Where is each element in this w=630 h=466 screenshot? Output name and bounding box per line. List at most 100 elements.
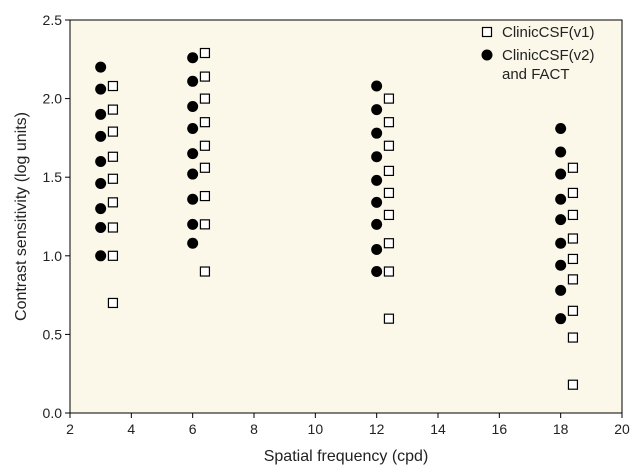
plot-area bbox=[70, 20, 622, 413]
data-point bbox=[383, 93, 395, 104]
data-point bbox=[199, 47, 211, 59]
legend-item: ClinicCSF(v2) and FACT bbox=[481, 47, 595, 83]
y-tick-label: 2.5 bbox=[43, 12, 63, 28]
y-axis: 0.0 0.5 1.0 1.5 2.0 2.5 bbox=[43, 12, 70, 421]
x-tick-label: 16 bbox=[492, 421, 508, 437]
data-point bbox=[187, 193, 199, 205]
data-point bbox=[107, 197, 119, 208]
data-point bbox=[383, 238, 395, 249]
data-point bbox=[567, 209, 579, 221]
data-point bbox=[199, 162, 211, 173]
data-point bbox=[107, 126, 119, 137]
data-point bbox=[107, 80, 119, 92]
data-point bbox=[555, 146, 567, 158]
x-axis: 2 4 6 8 10 12 14 16 18 20 bbox=[66, 413, 630, 437]
data-point bbox=[555, 237, 567, 249]
data-point bbox=[555, 214, 567, 226]
data-point bbox=[567, 187, 579, 199]
legend-label: and FACT bbox=[502, 66, 570, 83]
y-tick-label: 1.0 bbox=[43, 248, 63, 264]
data-point bbox=[187, 75, 199, 87]
x-tick-label: 2 bbox=[66, 421, 74, 437]
data-point bbox=[187, 168, 199, 180]
data-point bbox=[567, 233, 579, 244]
data-point bbox=[187, 52, 199, 64]
data-point bbox=[383, 187, 395, 199]
data-point bbox=[555, 313, 567, 325]
legend-label: ClinicCSF(v1) bbox=[502, 24, 595, 41]
data-point bbox=[95, 203, 107, 215]
legend-label: ClinicCSF(v2) bbox=[502, 47, 595, 64]
data-point bbox=[187, 148, 199, 160]
legend: ClinicCSF(v1) ClinicCSF(v2) and FACT bbox=[481, 24, 595, 83]
data-point bbox=[371, 196, 383, 208]
x-tick-label: 20 bbox=[614, 421, 630, 437]
data-point bbox=[95, 83, 107, 95]
data-point bbox=[567, 379, 579, 390]
data-point bbox=[199, 93, 211, 104]
data-point bbox=[187, 218, 199, 230]
x-tick-label: 10 bbox=[308, 421, 324, 437]
data-point bbox=[555, 259, 567, 271]
data-point bbox=[567, 305, 579, 316]
data-point bbox=[371, 266, 383, 278]
data-point bbox=[95, 130, 107, 142]
data-point bbox=[371, 218, 383, 230]
legend-marker bbox=[481, 49, 493, 61]
data-point bbox=[567, 332, 579, 343]
x-tick-label: 8 bbox=[250, 421, 258, 437]
data-point bbox=[199, 219, 211, 230]
x-tick-label: 4 bbox=[127, 421, 135, 437]
y-axis-title: Contrast sensitivity (log units) bbox=[13, 112, 30, 321]
data-point bbox=[187, 100, 199, 112]
data-point bbox=[371, 104, 383, 116]
legend-item: ClinicCSF(v1) bbox=[481, 24, 595, 41]
data-point bbox=[383, 266, 395, 277]
data-points bbox=[95, 47, 579, 390]
x-tick-label: 14 bbox=[430, 421, 446, 437]
data-point bbox=[187, 237, 199, 249]
data-point bbox=[383, 209, 395, 221]
data-point bbox=[107, 250, 119, 261]
series-1 bbox=[107, 47, 579, 390]
y-tick-label: 2.0 bbox=[43, 91, 63, 107]
data-point bbox=[555, 122, 567, 134]
data-point bbox=[107, 297, 119, 309]
data-point bbox=[107, 104, 119, 115]
data-point bbox=[95, 222, 107, 234]
data-point bbox=[555, 193, 567, 205]
y-tick-label: 0.0 bbox=[43, 405, 63, 421]
data-point bbox=[567, 274, 579, 285]
data-point bbox=[383, 313, 395, 324]
data-point bbox=[95, 155, 107, 167]
data-point bbox=[199, 266, 211, 277]
legend-marker bbox=[481, 26, 493, 38]
data-point bbox=[567, 253, 579, 265]
data-point bbox=[199, 117, 211, 128]
data-point bbox=[371, 151, 383, 163]
data-point bbox=[383, 165, 395, 177]
data-point bbox=[95, 177, 107, 189]
x-tick-label: 18 bbox=[553, 421, 569, 437]
data-point bbox=[95, 250, 107, 262]
data-point bbox=[107, 173, 119, 184]
series-2 bbox=[95, 52, 567, 325]
data-point bbox=[555, 168, 567, 180]
x-tick-label: 12 bbox=[369, 421, 385, 437]
data-point bbox=[371, 127, 383, 139]
y-tick-label: 0.5 bbox=[43, 326, 63, 342]
x-axis-title: Spatial frequency (cpd) bbox=[264, 448, 429, 465]
data-point bbox=[107, 151, 119, 162]
data-point bbox=[555, 284, 567, 296]
data-point bbox=[199, 71, 211, 82]
data-point bbox=[371, 244, 383, 256]
data-point bbox=[95, 61, 107, 73]
data-point bbox=[383, 140, 395, 151]
data-point bbox=[567, 162, 579, 173]
plot-frame bbox=[69, 19, 623, 414]
x-tick-label: 6 bbox=[189, 421, 197, 437]
data-point bbox=[107, 222, 119, 233]
data-point bbox=[187, 122, 199, 134]
